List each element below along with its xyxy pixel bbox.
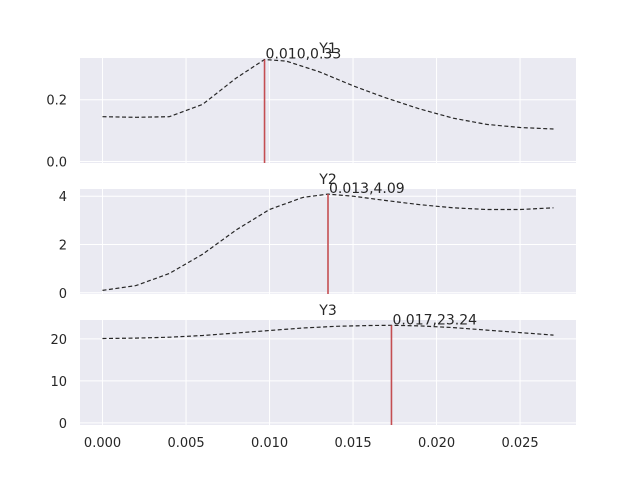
series-line — [102, 324, 554, 340]
x-tick-label: 0.020 — [418, 436, 455, 451]
y-tick-label: 0.0 — [46, 155, 67, 170]
y-tick-label: 0.2 — [46, 94, 67, 109]
x-tick-label: 0.025 — [501, 436, 538, 451]
y-tick-label: 2 — [59, 239, 67, 254]
max-annotation: 0.010,0.33 — [266, 47, 342, 63]
subplot-3: 0 10 20 Y3 0.017,23.24 — [50, 303, 576, 432]
subplot-title: Y3 — [318, 303, 336, 319]
plot-area — [80, 320, 576, 425]
plot-area — [80, 58, 576, 163]
max-annotation: 0.013,4.09 — [329, 181, 405, 197]
subplot-title: Y2 — [318, 172, 336, 188]
y-tick-label: 10 — [50, 375, 67, 390]
y-tick-label: 0 — [59, 287, 67, 302]
subplot-1: 0.0 0.2 Y10.010,0.33 — [46, 41, 576, 170]
x-tick-label: 0.000 — [84, 436, 121, 451]
x-tick-label: 0.015 — [334, 436, 371, 451]
series-line — [102, 58, 554, 130]
y-tick-label: 20 — [50, 333, 67, 348]
subplot-2: 0 2 4 Y20.013,4.09 — [59, 172, 576, 302]
subplot-title: Y1 — [318, 41, 336, 57]
x-tick-label: 0.010 — [251, 436, 288, 451]
y-tick-label: 0 — [59, 417, 67, 432]
max-annotation: 0.017,23.24 — [392, 312, 477, 328]
x-tick-label: 0.005 — [167, 436, 204, 451]
y-tick-label: 4 — [59, 190, 67, 205]
